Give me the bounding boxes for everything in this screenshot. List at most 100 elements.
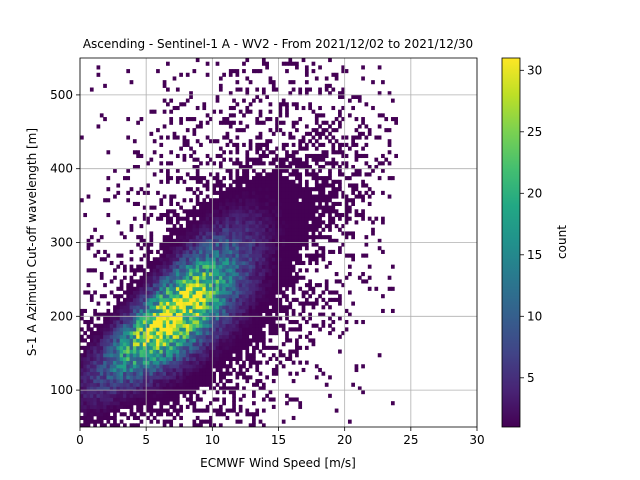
heatmap-cell xyxy=(139,331,144,336)
heatmap-cell xyxy=(275,367,279,373)
heatmap-cell xyxy=(232,198,236,203)
heatmap-cell xyxy=(295,190,299,195)
heatmap-cell xyxy=(113,338,117,343)
heatmap-cell xyxy=(324,135,329,140)
heatmap-cell xyxy=(189,319,193,325)
heatmap-cell xyxy=(162,379,167,384)
heatmap-cell xyxy=(324,235,329,240)
heatmap-cell xyxy=(162,353,167,358)
heatmap-cell xyxy=(252,319,256,325)
heatmap-cell xyxy=(205,187,210,192)
heatmap-cell xyxy=(222,176,226,181)
heatmap-cell xyxy=(113,356,117,361)
heatmap-cell xyxy=(265,212,269,218)
heatmap-cell xyxy=(255,331,260,336)
heatmap-cell xyxy=(324,283,329,288)
heatmap-cell xyxy=(83,375,88,380)
heatmap-cell xyxy=(301,260,306,266)
heatmap-cell xyxy=(89,404,94,409)
heatmap-cell xyxy=(324,76,329,81)
heatmap-cell xyxy=(255,342,260,347)
heatmap-cell xyxy=(189,323,193,328)
heatmap-cell xyxy=(166,264,170,269)
heatmap-cell xyxy=(295,150,299,155)
heatmap-cell xyxy=(192,205,197,210)
heatmap-cell xyxy=(156,279,160,284)
heatmap-cell xyxy=(215,360,220,365)
heatmap-cell xyxy=(109,401,114,406)
heatmap-cell xyxy=(218,120,223,125)
heatmap-cell xyxy=(258,198,263,203)
heatmap-cell xyxy=(103,360,107,365)
heatmap-cell xyxy=(265,375,269,380)
heatmap-cell xyxy=(195,423,200,427)
heatmap-cell xyxy=(96,338,101,343)
heatmap-cell xyxy=(129,412,134,417)
heatmap-cell xyxy=(232,257,236,262)
heatmap-cell xyxy=(129,297,134,302)
heatmap-cell xyxy=(192,353,197,358)
heatmap-cell xyxy=(268,212,273,218)
heatmap-cell xyxy=(271,205,276,210)
heatmap-cell xyxy=(189,305,193,310)
heatmap-cell xyxy=(119,371,124,376)
heatmap-cell xyxy=(288,183,293,188)
heatmap-cell xyxy=(281,176,286,181)
heatmap-cell xyxy=(222,308,226,314)
heatmap-cell xyxy=(271,327,276,332)
heatmap-cell xyxy=(235,301,240,306)
heatmap-cell xyxy=(324,150,329,155)
heatmap-cell xyxy=(255,316,260,321)
heatmap-cell xyxy=(126,117,131,122)
heatmap-cell xyxy=(169,338,174,343)
heatmap-cell xyxy=(89,415,94,421)
heatmap-cell xyxy=(235,242,240,247)
heatmap-cell xyxy=(83,379,88,384)
heatmap-cell xyxy=(202,220,207,225)
heatmap-cell xyxy=(139,393,144,398)
heatmap-cell xyxy=(304,187,309,192)
heatmap-cell xyxy=(185,294,190,299)
heatmap-cell xyxy=(351,105,355,111)
heatmap-cell xyxy=(132,165,137,170)
heatmap-cell xyxy=(139,117,144,122)
heatmap-cell xyxy=(298,205,303,210)
heatmap-cell xyxy=(205,356,210,361)
heatmap-cell xyxy=(99,294,104,299)
heatmap-cell xyxy=(298,404,303,409)
heatmap-cell xyxy=(291,190,296,195)
heatmap-cell xyxy=(139,305,144,310)
heatmap-cell xyxy=(189,94,193,99)
heatmap-cell xyxy=(169,375,174,380)
heatmap-cell xyxy=(381,294,385,299)
heatmap-cell xyxy=(192,345,197,350)
heatmap-cell xyxy=(364,153,369,159)
heatmap-cell xyxy=(218,286,223,291)
heatmap-cell xyxy=(149,297,154,302)
heatmap-cell xyxy=(195,301,200,306)
heatmap-cell xyxy=(295,61,299,66)
heatmap-cell xyxy=(232,227,236,232)
heatmap-cell xyxy=(185,301,190,306)
heatmap-cell xyxy=(304,205,309,210)
heatmap-cell xyxy=(192,382,197,387)
heatmap-cell xyxy=(166,227,170,232)
heatmap-cell xyxy=(278,220,283,225)
heatmap-cell xyxy=(271,268,276,273)
heatmap-cell xyxy=(258,69,263,74)
heatmap-cell xyxy=(89,379,94,384)
heatmap-cell xyxy=(238,87,243,92)
heatmap-cell xyxy=(235,157,240,162)
heatmap-cell xyxy=(129,356,134,361)
heatmap-cell xyxy=(261,179,266,184)
heatmap-cell xyxy=(232,401,236,406)
heatmap-cell xyxy=(232,386,236,391)
heatmap-cell xyxy=(321,165,326,170)
heatmap-cell xyxy=(218,386,223,391)
heatmap-cell xyxy=(245,349,250,354)
heatmap-cell xyxy=(89,367,94,373)
heatmap-cell xyxy=(169,412,174,417)
heatmap-cell xyxy=(89,297,94,302)
heatmap-cell xyxy=(248,102,253,107)
heatmap-cell xyxy=(242,375,246,380)
